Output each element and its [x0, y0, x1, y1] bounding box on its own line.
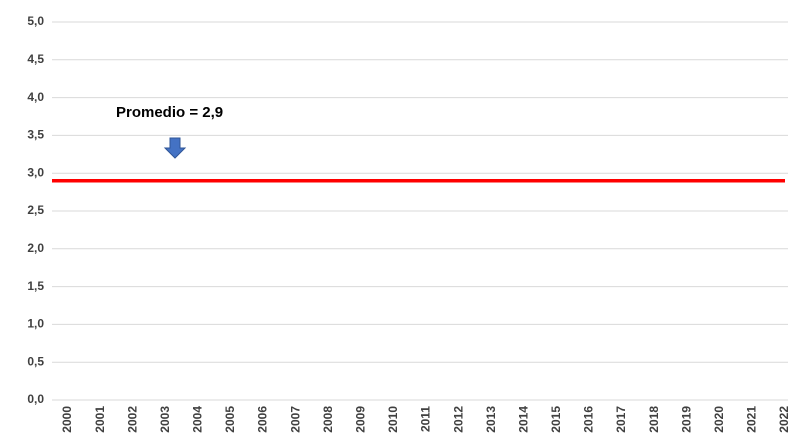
x-tick-label: 2014 — [516, 406, 530, 433]
x-tick-label: 2017 — [614, 406, 628, 433]
x-tick-label: 2007 — [288, 406, 302, 433]
y-tick-label: 1,5 — [27, 279, 44, 293]
y-tick-label: 3,0 — [27, 165, 44, 179]
x-tick-label: 2005 — [223, 406, 237, 433]
y-tick-label: 1,0 — [27, 317, 44, 331]
x-tick-label: 2018 — [647, 406, 661, 433]
x-tick-label: 2009 — [353, 406, 367, 433]
y-tick-label: 3,5 — [27, 128, 44, 142]
x-tick-label: 2016 — [582, 406, 596, 433]
x-tick-label: 2004 — [191, 406, 205, 433]
x-tick-label: 2013 — [484, 406, 498, 433]
y-tick-label: 4,5 — [27, 52, 44, 66]
x-tick-label: 2006 — [256, 406, 270, 433]
x-tick-label: 2012 — [451, 406, 465, 433]
x-tick-label: 2008 — [321, 406, 335, 433]
y-tick-label: 4,0 — [27, 90, 44, 104]
x-tick-label: 2021 — [745, 406, 759, 433]
x-tick-label: 2020 — [712, 406, 726, 433]
x-tick-label: 2015 — [549, 406, 563, 433]
x-tick-label: 2001 — [93, 406, 107, 433]
x-tick-label: 2011 — [419, 406, 433, 432]
x-tick-label: 2000 — [60, 406, 74, 433]
x-tick-label: 2003 — [158, 406, 172, 433]
average-label: Promedio = 2,9 — [116, 104, 223, 121]
x-tick-label: 2022 — [777, 406, 791, 433]
y-tick-label: 0,0 — [27, 392, 44, 406]
y-tick-label: 5,0 — [27, 14, 44, 28]
y-tick-label: 2,5 — [27, 203, 44, 217]
x-tick-label: 2019 — [679, 406, 693, 433]
y-tick-label: 0,5 — [27, 354, 44, 368]
x-tick-label: 2010 — [386, 406, 400, 433]
arrow — [163, 137, 187, 159]
x-tick-label: 2002 — [125, 406, 139, 433]
y-tick-label: 2,0 — [27, 241, 44, 255]
